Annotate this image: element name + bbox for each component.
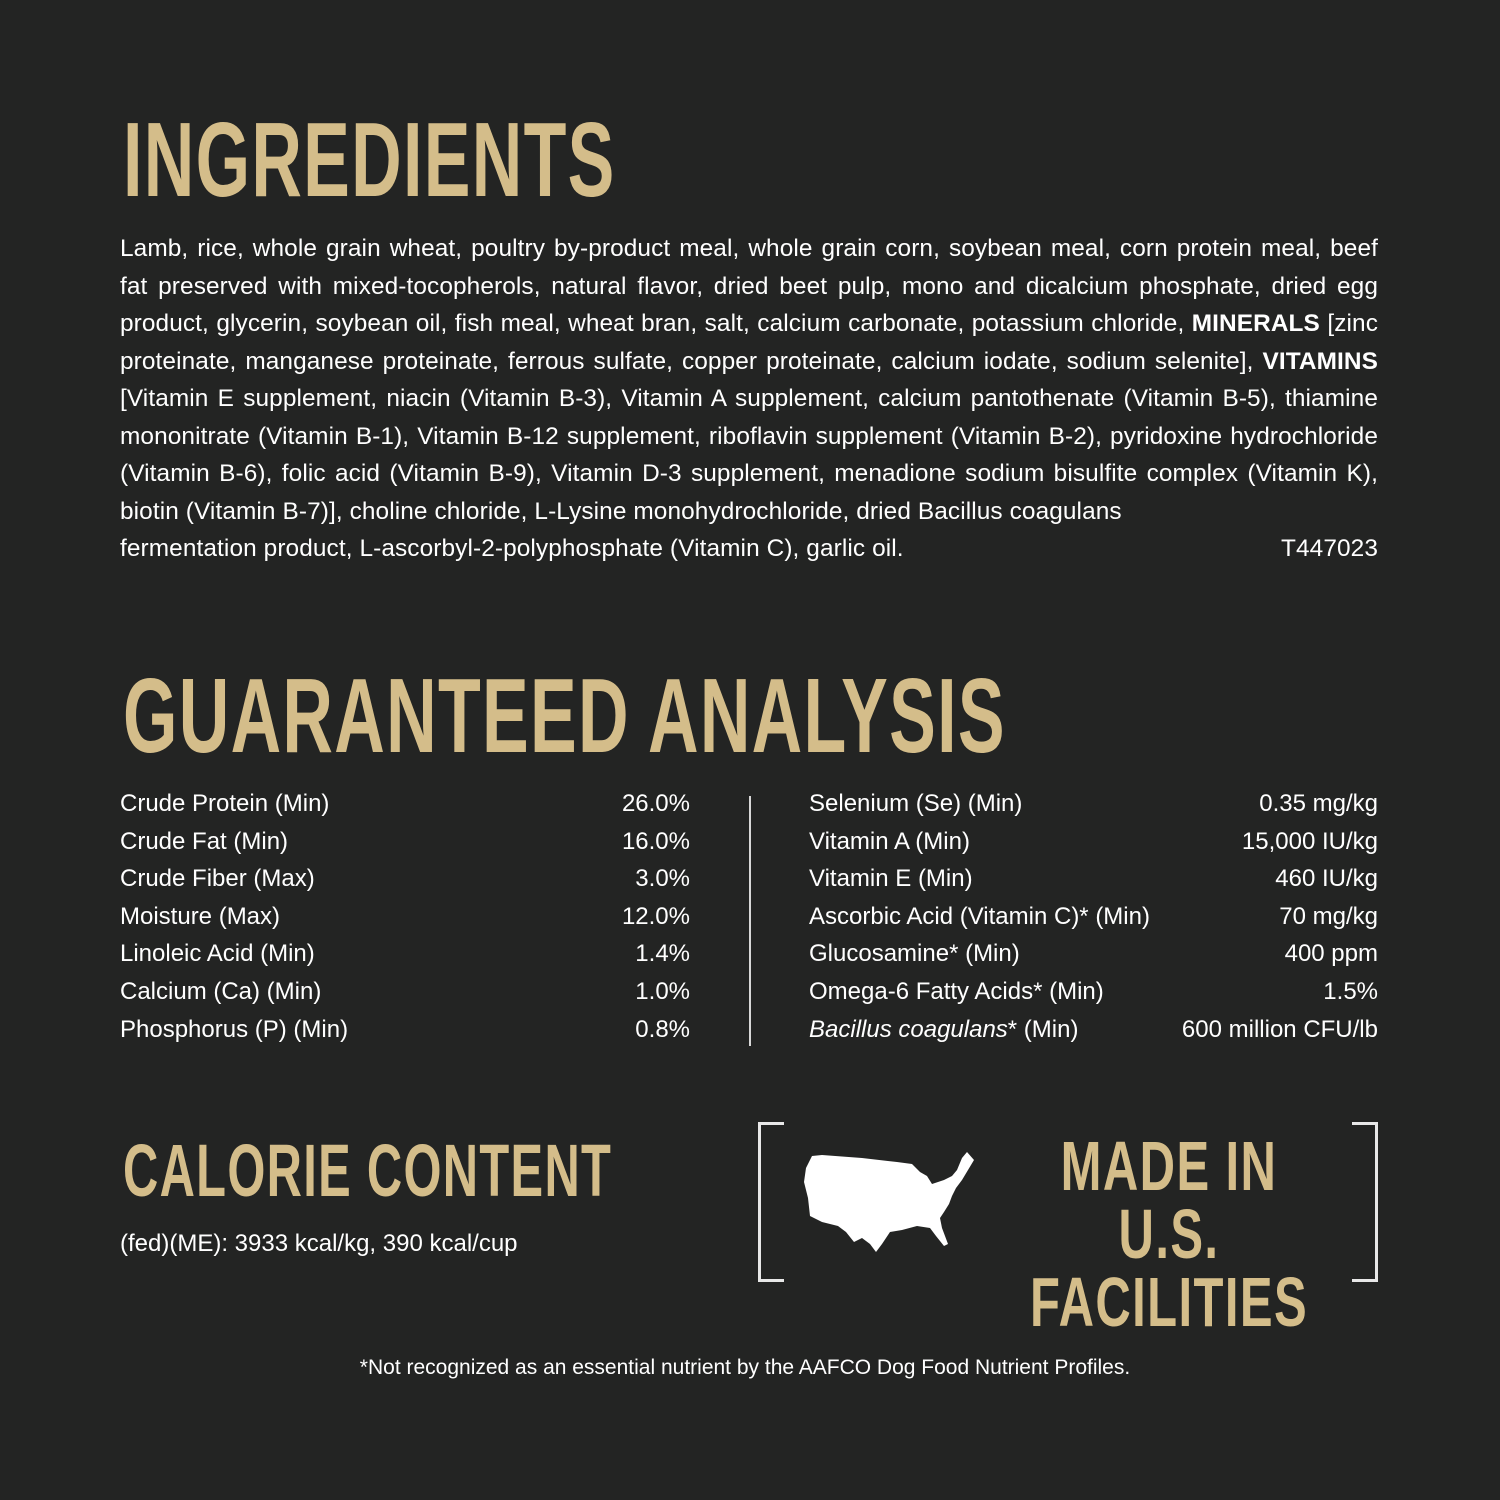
nutrient-label-text: Glucosamine* (Min) [809,940,1020,968]
nutrient-label-text: Vitamin A (Min) [809,827,970,855]
nutrient-value: 1.4% [635,940,690,968]
nutrient-value: 70 mg/kg [1279,902,1378,930]
analysis-right-column: Selenium (Se) (Min) 0.35 mg/kg Vitamin A (… [809,785,1378,1048]
made-in-usa-badge: MADE IN U.S. FACILITIES [1008,1127,1330,1341]
nutrient-label-text: Selenium (Se) (Min) [809,790,1023,817]
analysis-row: Ascorbic Acid (Vitamin C)* (Min) 70 mg/kg [809,898,1378,936]
ingredients-part: [zinc proteinate, manganese proteinate, … [120,310,1378,375]
minerals-label: MINERALS [1191,310,1320,337]
left-bracket [758,1122,784,1282]
nutrient-label-italic: Bacillus coagulans [809,1015,1008,1043]
nutrient-label-text: Vitamin E (Min) [809,865,973,893]
column-divider [749,796,751,1046]
nutrient-label-text: Crude Fat (Min) [120,827,289,855]
nutrient-value: 3.0% [635,865,690,893]
analysis-left-column: Crude Protein (Min) 26.0% Crude Fat (Min) 1… [120,785,690,1048]
nutrient-value: 26.0% [621,790,690,817]
ingredients-part: Lamb, rice, whole grain wheat, poultry b… [120,235,1378,337]
ingredients-last-row: fermentation product, L-ascorbyl-2-polyp… [120,530,1378,568]
nutrient-label: Bacillus coagulans* (Min) [809,1011,1078,1049]
badge-line-1: MADE IN U.S. [1060,1127,1278,1273]
nutrient-label: Glucosamine* (Min) [809,935,1020,973]
badge-line-2: FACILITIES [1029,1263,1309,1341]
ingredients-part: [Vitamin E supplement, niacin (Vitamin B… [120,385,1378,525]
nutrient-label-text: Linoleic Acid (Min) [120,940,315,968]
ingredients-text: Lamb, rice, whole grain wheat, poultry b… [120,230,1378,568]
nutrient-value: 12.0% [621,902,690,930]
ingredients-last-line: fermentation product, L-ascorbyl-2-polyp… [120,535,904,562]
usa-map-icon [804,1152,974,1252]
nutrient-value: 0.35 mg/kg [1259,790,1378,817]
nutrient-label: Omega-6 Fatty Acids* (Min) [809,973,1104,1011]
analysis-row: Glucosamine* (Min) 400 ppm [809,935,1378,973]
footnote: *Not recognized as an essential nutrient… [359,1356,1131,1379]
nutrient-label: Vitamin E (Min) [809,860,973,898]
nutrient-value: 16.0% [621,827,690,855]
nutrient-label: Linoleic Acid (Min) [120,935,315,973]
analysis-title: GUARANTEED ANALYSIS [123,657,1006,775]
analysis-row: Vitamin E (Min) 460 IU/kg [809,860,1378,898]
analysis-row: Crude Protein (Min) 26.0% [120,785,690,823]
nutrient-value: 1.0% [635,977,690,1005]
nutrient-label: Calcium (Ca) (Min) [120,973,321,1011]
nutrient-label: Phosphorus (P) (Min) [120,1011,348,1049]
product-code: T447023 [1281,535,1378,562]
analysis-row: Vitamin A (Min) 15,000 IU/kg [809,823,1378,861]
nutrient-value: 1.5% [1323,977,1378,1005]
nutrient-label: Crude Fiber (Max) [120,860,315,898]
calorie-title: CALORIE CONTENT [123,1129,613,1212]
analysis-row: Moisture (Max) 12.0% [120,898,690,936]
nutrient-label-text: Calcium (Ca) (Min) [120,977,322,1005]
nutrient-label: Crude Protein (Min) [120,785,329,823]
nutrient-label: Moisture (Max) [120,898,280,936]
analysis-row: Selenium (Se) (Min) 0.35 mg/kg [809,785,1378,823]
vitamins-label: VITAMINS [1262,347,1378,375]
nutrient-label-text: Ascorbic Acid (Vitamin C)* (Min) [809,902,1150,930]
analysis-row: Linoleic Acid (Min) 1.4% [120,935,690,973]
nutrient-label-text: Moisture (Max) [120,902,281,930]
analysis-row: Omega-6 Fatty Acids* (Min) 1.5% [809,973,1378,1011]
nutrient-label-text: Phosphorus (P) (Min) [120,1015,349,1043]
nutrient-label: Ascorbic Acid (Vitamin C)* (Min) [809,898,1150,936]
nutrient-value: 600 million CFU/lb [1181,1015,1378,1043]
nutrient-value: 15,000 IU/kg [1241,827,1378,855]
analysis-row: Phosphorus (P) (Min) 0.8% [120,1011,690,1049]
nutrient-value: 400 ppm [1284,940,1378,968]
analysis-row: Bacillus coagulans* (Min) 600 million CFU… [809,1011,1378,1049]
nutrient-label-text: Crude Protein (Min) [120,790,330,817]
analysis-row: Crude Fat (Min) 16.0% [120,823,690,861]
nutrient-label-text: Omega-6 Fatty Acids* (Min) [809,977,1104,1005]
nutrient-label-text: * (Min) [1007,1015,1079,1043]
analysis-row: Crude Fiber (Max) 3.0% [120,860,690,898]
nutrient-value: 0.8% [635,1015,690,1043]
analysis-row: Calcium (Ca) (Min) 1.0% [120,973,690,1011]
nutrient-label: Vitamin A (Min) [809,823,970,861]
nutrient-value: 460 IU/kg [1275,865,1378,893]
right-bracket [1352,1122,1378,1282]
calorie-text: (fed)(ME): 3933 kcal/kg, 390 kcal/cup [120,1230,518,1257]
nutrient-label-text: Crude Fiber (Max) [120,865,315,893]
nutrient-label: Selenium (Se) (Min) [809,785,1022,823]
nutrient-label: Crude Fat (Min) [120,823,288,861]
ingredients-title: INGREDIENTS [123,101,616,219]
